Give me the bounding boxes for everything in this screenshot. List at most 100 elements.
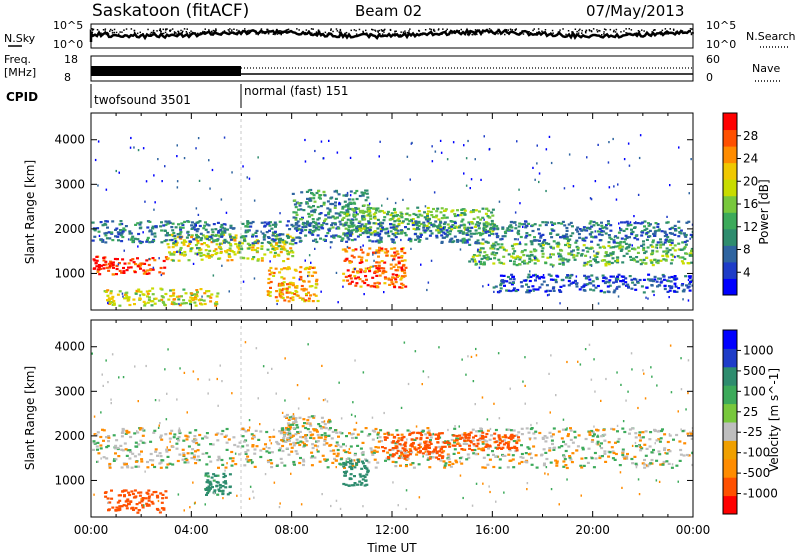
data-cell	[189, 250, 192, 252]
data-cell	[289, 443, 292, 445]
data-cell	[393, 208, 396, 210]
data-cell	[566, 260, 569, 262]
data-cell	[483, 251, 486, 253]
nsearch-point	[327, 34, 329, 36]
data-cell	[208, 486, 211, 488]
data-cell	[589, 248, 592, 250]
data-cell	[136, 512, 139, 514]
data-cell	[437, 231, 440, 233]
data-cell	[583, 465, 586, 467]
data-cell	[637, 222, 640, 224]
data-cell	[151, 304, 154, 306]
nsearch-point	[692, 32, 694, 34]
data-cell	[521, 261, 524, 263]
nsearch-point	[312, 28, 314, 30]
data-cell	[564, 258, 567, 260]
data-cell	[230, 239, 233, 241]
data-cell	[387, 278, 390, 280]
data-cell	[138, 149, 140, 151]
data-cell	[674, 256, 676, 258]
data-cell	[680, 249, 683, 251]
data-cell	[595, 180, 597, 182]
data-cell	[312, 447, 315, 449]
data-cell	[197, 221, 200, 223]
data-cell	[433, 449, 436, 451]
data-cell	[319, 461, 322, 463]
data-cell	[187, 461, 190, 463]
data-cell	[645, 287, 648, 289]
data-cell	[339, 221, 342, 223]
data-cell	[539, 224, 542, 226]
data-cell	[196, 207, 198, 209]
nsearch-point	[629, 28, 631, 30]
data-cell	[529, 280, 532, 282]
data-cell	[414, 220, 417, 222]
data-cell	[175, 226, 178, 228]
nsearch-point	[346, 32, 348, 34]
nsearch-point	[134, 30, 136, 32]
data-cell	[249, 178, 251, 180]
data-cell	[664, 285, 667, 287]
nsearch-point	[382, 30, 384, 32]
data-cell	[427, 207, 430, 209]
data-cell	[241, 428, 244, 430]
data-cell	[487, 447, 490, 449]
data-cell	[664, 288, 667, 290]
data-cell	[295, 206, 298, 208]
nsearch-point	[114, 32, 116, 34]
data-cell	[568, 280, 571, 282]
data-cell	[657, 230, 660, 232]
data-cell	[501, 228, 504, 230]
data-cell	[97, 184, 99, 186]
data-cell	[518, 258, 521, 260]
data-cell	[321, 434, 324, 436]
data-cell	[107, 497, 110, 499]
data-cell	[214, 235, 217, 237]
nsearch-point	[259, 32, 261, 33]
data-cell	[159, 436, 162, 438]
data-cell	[375, 240, 378, 242]
data-cell	[620, 250, 623, 252]
data-cell	[556, 245, 559, 247]
data-cell	[575, 283, 578, 285]
data-cell	[586, 251, 589, 253]
data-cell	[200, 252, 203, 254]
data-cell	[348, 432, 351, 434]
data-cell	[526, 427, 529, 429]
data-cell	[441, 217, 444, 219]
data-cell	[237, 246, 240, 248]
data-cell	[160, 467, 163, 469]
nsearch-point	[103, 29, 105, 31]
data-cell	[356, 198, 359, 200]
data-cell	[313, 429, 316, 431]
data-cell	[689, 290, 692, 292]
data-cell	[121, 435, 124, 437]
data-cell	[488, 284, 490, 286]
nsearch-point	[382, 33, 384, 35]
data-cell	[183, 454, 186, 456]
data-cell	[616, 276, 619, 278]
data-cell	[553, 240, 556, 242]
data-cell	[576, 285, 579, 287]
data-cell	[460, 448, 463, 450]
data-cell	[294, 269, 297, 271]
data-cell	[315, 283, 318, 285]
data-cell	[613, 289, 616, 291]
data-cell	[314, 150, 316, 152]
data-cell	[530, 251, 533, 253]
data-cell	[302, 209, 305, 211]
data-cell	[392, 453, 395, 455]
data-cell	[345, 228, 348, 230]
data-cell	[651, 459, 654, 461]
data-cell	[159, 452, 162, 454]
data-cell	[586, 283, 589, 285]
data-cell	[429, 235, 432, 237]
freq-label-1: Freq.	[4, 53, 31, 66]
data-cell	[678, 440, 681, 442]
data-cell	[214, 228, 217, 230]
data-cell	[545, 242, 548, 244]
data-cell	[125, 292, 128, 294]
data-cell	[279, 447, 282, 449]
data-cell	[295, 237, 298, 239]
